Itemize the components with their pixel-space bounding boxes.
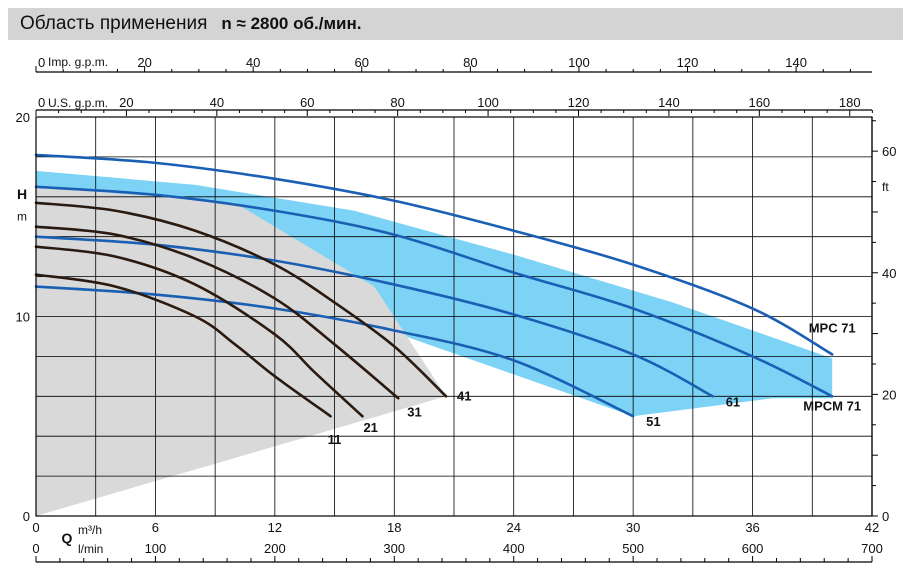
y-left-tick-label: 20: [16, 110, 30, 125]
curve-11: [34, 273, 332, 418]
y-left-tick-label: 0: [23, 509, 30, 524]
series-layer: [34, 153, 834, 418]
curve-label-41: 41: [457, 388, 471, 403]
curve-51: [34, 285, 635, 418]
x-lmin-tick-label: 200: [264, 541, 286, 556]
x-lmin-tick-label: 400: [503, 541, 525, 556]
x-impgpm-tick-label: 20: [137, 55, 151, 70]
x-impgpm-tick-label: 120: [677, 55, 699, 70]
x-usgpm-tick-label: 180: [839, 95, 861, 110]
x-primary-tick-label: 36: [745, 520, 759, 535]
x-impgpm-tick-label: 100: [568, 55, 590, 70]
x-primary-tick-label: 0: [32, 520, 39, 535]
x-lmin-tick-label: 500: [622, 541, 644, 556]
x-usgpm-tick-label: 100: [477, 95, 499, 110]
chart-title: Область применения n ≈ 2800 об./мин.: [20, 13, 361, 35]
curve-label-11: 11: [328, 432, 342, 447]
x-lmin-tick-label: 100: [145, 541, 167, 556]
title-main: Область применения: [20, 13, 208, 34]
y-left-tick-label: 10: [16, 310, 30, 325]
x-usgpm-tick-label: 80: [390, 95, 404, 110]
y-left-unit: m: [17, 210, 27, 224]
area-mpcm: [36, 186, 447, 516]
curve-31: [34, 225, 400, 400]
x-primary-unit: m³/h: [78, 523, 102, 537]
x-impgpm-tick-label: 140: [785, 55, 807, 70]
x-usgpm-tick-label: 120: [568, 95, 590, 110]
x-usgpm-unit: U.S. g.p.m.: [48, 96, 108, 110]
y-right-tick-label: 40: [882, 266, 896, 281]
curve-mpcm-71: [34, 185, 834, 398]
x-impgpm-tick-label: 80: [463, 55, 477, 70]
x-usgpm-tick-label: 160: [748, 95, 770, 110]
y-left-symbol: H: [17, 186, 27, 202]
axes-layer: [35, 66, 878, 563]
y-right-tick-label: 20: [882, 387, 896, 402]
x-primary-tick-label: 6: [152, 520, 159, 535]
x-impgpm-tick-label: 60: [355, 55, 369, 70]
x-lmin-tick-label: 0: [32, 541, 39, 556]
x-impgpm-unit: Imp. g.p.m.: [48, 55, 108, 69]
x-impgpm-tick-label: 40: [246, 55, 260, 70]
curve-label-51: 51: [646, 414, 660, 429]
x-lmin-tick-label: 300: [383, 541, 405, 556]
x-usgpm-tick-label: 20: [119, 95, 133, 110]
curve-label-61: 61: [726, 394, 740, 409]
x-lmin-unit: l/min: [78, 542, 103, 556]
x-usgpm-tick-label: 0: [38, 95, 45, 110]
x-usgpm-tick-label: 140: [658, 95, 680, 110]
x-primary-tick-label: 24: [506, 520, 520, 535]
x-primary-tick-label: 30: [626, 520, 640, 535]
x-usgpm-tick-label: 40: [210, 95, 224, 110]
curve-label-31: 31: [407, 404, 421, 419]
x-lmin-tick-label: 700: [861, 541, 883, 556]
y-right-tick-label: 60: [882, 144, 896, 159]
x-primary-tick-label: 42: [865, 520, 879, 535]
curve-label-21: 21: [363, 420, 377, 435]
title-bar: Область применения n ≈ 2800 об./мин.: [8, 8, 903, 40]
curve-label-mpc-71: MPC 71: [809, 320, 856, 335]
x-primary-tick-label: 18: [387, 520, 401, 535]
x-usgpm-tick-label: 60: [300, 95, 314, 110]
x-primary-tick-label: 12: [268, 520, 282, 535]
curve-21: [34, 245, 364, 418]
x-lmin-tick-label: 600: [742, 541, 764, 556]
x-impgpm-tick-label: 0: [38, 55, 45, 70]
speed-label: n ≈ 2800 об./мин.: [221, 14, 362, 33]
curve-mpc-71: [34, 153, 834, 356]
y-right-tick-label: 0: [882, 509, 889, 524]
curve-label-mpcm-71: MPCM 71: [803, 398, 861, 413]
x-symbol: Q: [62, 530, 73, 546]
y-right-unit: ft: [882, 180, 889, 194]
curve-41: [34, 201, 448, 398]
